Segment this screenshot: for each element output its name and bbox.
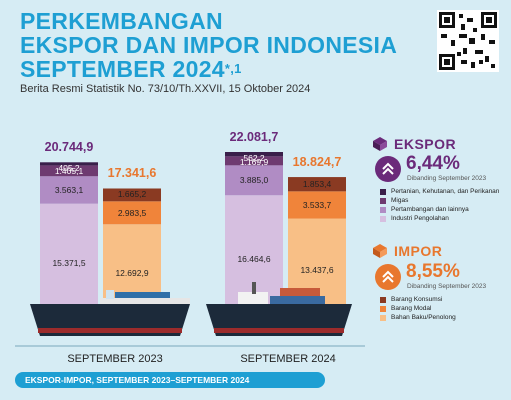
bar-value-label: 562,2 bbox=[243, 153, 265, 163]
ekspor-bar-segment-2024-1 bbox=[225, 165, 283, 196]
impor-bar-segment-2024-2 bbox=[288, 177, 346, 192]
cargo-ship-2024 bbox=[206, 282, 352, 336]
bar-value-label: 15.371,5 bbox=[52, 257, 86, 268]
x-label-2024: SEPTEMBER 2024 bbox=[240, 353, 336, 365]
ekspor-growth: 6,44% bbox=[406, 153, 460, 174]
impor-comparison: Dibanding September 2023 bbox=[407, 283, 487, 290]
ekspor-bar-segment-2024-3 bbox=[225, 152, 283, 157]
footer-banner: EKSPOR-IMPOR, SEPTEMBER 2023–SEPTEMBER 2… bbox=[15, 372, 325, 388]
bar-value-label: 3.885,0 bbox=[239, 175, 269, 186]
impor-legend-label: Barang Konsumsi bbox=[391, 296, 443, 303]
impor-icon bbox=[372, 243, 388, 264]
ekspor-legend-label: Migas bbox=[391, 197, 409, 204]
cargo-ship-2023 bbox=[30, 290, 190, 336]
impor-legend-item: Barang Modal bbox=[380, 305, 431, 312]
bar-value-label: 3.563,1 bbox=[54, 184, 84, 195]
ekspor-legend-label: Pertanian, Kehutanan, dan Perikanan bbox=[391, 188, 500, 195]
title-line-3: SEPTEMBER 2024*,1 bbox=[20, 57, 242, 81]
impor-legend-swatch bbox=[380, 296, 386, 303]
ekspor-legend-item: Pertambangan dan lainnya bbox=[380, 206, 469, 213]
ekspor-up-icon bbox=[375, 156, 401, 182]
bar-value-label: 13.437,6 bbox=[300, 265, 334, 276]
title-line-1: PERKEMBANGAN bbox=[20, 8, 223, 34]
ekspor-legend-item: Pertanian, Kehutanan, dan Perikanan bbox=[380, 188, 499, 195]
impor-total-2024: 18.824,7 bbox=[292, 155, 342, 170]
ekspor-comparison: Dibanding September 2023 bbox=[407, 175, 487, 182]
bar-value-label: 1.169,9 bbox=[239, 157, 269, 168]
x-label-2023: SEPTEMBER 2023 bbox=[67, 353, 163, 365]
ekspor-legend-swatch bbox=[380, 215, 386, 222]
ekspor-bar-segment-2023-3 bbox=[40, 162, 98, 166]
bar-value-label: 1.405,1 bbox=[54, 166, 84, 177]
impor-legend-item: Barang Konsumsi bbox=[380, 296, 442, 303]
impor-up-icon bbox=[375, 264, 401, 290]
impor-legend-title: IMPOR bbox=[394, 243, 443, 259]
ekspor-icon bbox=[372, 136, 388, 157]
bar-value-label: 2.983,5 bbox=[117, 207, 147, 218]
impor-legend-label: Barang Modal bbox=[391, 305, 432, 312]
ekspor-legend-label: Industri Pengolahan bbox=[391, 215, 449, 222]
bar-value-label: 1.665,2 bbox=[117, 189, 147, 200]
title-footnote-mark: *,1 bbox=[224, 61, 242, 76]
impor-bar-segment-2023-1 bbox=[103, 201, 161, 225]
subtitle: Berita Resmi Statistik No. 73/10/Th.XXVI… bbox=[20, 83, 311, 95]
impor-legend-swatch bbox=[380, 314, 386, 321]
impor-bar-segment-2024-1 bbox=[288, 191, 346, 219]
ekspor-total-2024: 22.081,7 bbox=[229, 130, 279, 144]
bar-value-label: 405,2 bbox=[58, 163, 80, 174]
ekspor-legend-swatch bbox=[380, 197, 386, 204]
ekspor-legend-label: Pertambangan dan lainnya bbox=[391, 206, 469, 213]
impor-legend-item: Bahan Baku/Penolong bbox=[380, 314, 456, 321]
bar-value-label: 12.692,9 bbox=[115, 268, 149, 279]
ekspor-bar-segment-2023-2 bbox=[40, 165, 98, 177]
ekspor-legend-item: Industri Pengolahan bbox=[380, 215, 449, 222]
ekspor-legend-swatch bbox=[380, 206, 386, 213]
ekspor-legend-title: EKSPOR bbox=[394, 136, 457, 152]
title-year: SEPTEMBER 2024 bbox=[20, 56, 225, 82]
title-line-2: EKSPOR DAN IMPOR INDONESIA bbox=[20, 32, 398, 58]
ekspor-legend-item: Migas bbox=[380, 197, 408, 204]
ekspor-total-2023: 20.744,9 bbox=[44, 140, 94, 155]
qr-code-icon[interactable] bbox=[437, 10, 499, 72]
ekspor-bar-segment-2023-1 bbox=[40, 176, 98, 204]
impor-total-2023: 17.341,6 bbox=[107, 166, 157, 181]
ekspor-bar-segment-2023-0 bbox=[40, 203, 98, 322]
impor-growth: 8,55% bbox=[406, 261, 460, 282]
impor-bar-segment-2023-2 bbox=[103, 188, 161, 202]
ekspor-legend-swatch bbox=[380, 188, 386, 195]
bar-value-label: 3.533,7 bbox=[302, 199, 332, 210]
impor-legend-swatch bbox=[380, 305, 386, 312]
bar-value-label: 16.464,6 bbox=[237, 253, 271, 264]
bar-value-label: 1.853,4 bbox=[302, 179, 332, 190]
impor-legend-label: Bahan Baku/Penolong bbox=[391, 314, 456, 321]
ekspor-bar-segment-2024-2 bbox=[225, 156, 283, 166]
